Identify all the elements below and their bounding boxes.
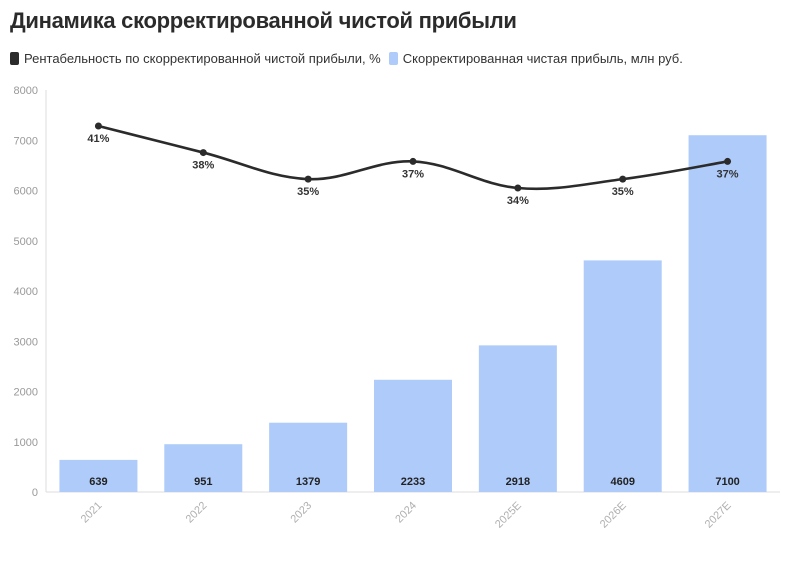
margin-point bbox=[409, 157, 417, 165]
margin-point bbox=[199, 149, 207, 157]
bar-value-label: 2918 bbox=[506, 476, 530, 488]
x-tick-label: 2025E bbox=[493, 500, 524, 531]
bar-value-label: 639 bbox=[89, 476, 107, 488]
margin-point-label: 35% bbox=[612, 186, 634, 198]
margin-point-label: 37% bbox=[402, 168, 424, 180]
y-tick-label: 5000 bbox=[14, 236, 38, 248]
margin-point bbox=[619, 175, 627, 183]
margin-point bbox=[94, 122, 102, 130]
y-tick-label: 0 bbox=[32, 487, 38, 499]
chart-title: Динамика скорректированной чистой прибыл… bbox=[10, 8, 517, 33]
bar-2024 bbox=[374, 379, 452, 492]
bar-value-label: 1379 bbox=[296, 476, 320, 488]
y-tick-label: 1000 bbox=[14, 437, 38, 449]
bar-2022 bbox=[164, 444, 243, 492]
bar-2026E bbox=[583, 260, 662, 492]
x-tick-label: 2022 bbox=[184, 500, 210, 526]
bar-value-label: 7100 bbox=[715, 476, 739, 488]
bar-2021 bbox=[59, 459, 138, 492]
bar-2025E bbox=[478, 345, 557, 492]
margin-point-label: 37% bbox=[717, 168, 739, 180]
y-tick-label: 8000 bbox=[14, 85, 38, 97]
bar-2027E bbox=[688, 135, 767, 492]
margin-point-label: 34% bbox=[507, 195, 529, 207]
margin-point-label: 41% bbox=[87, 133, 109, 145]
margin-point-label: 38% bbox=[192, 160, 214, 172]
y-tick-label: 3000 bbox=[14, 336, 38, 348]
legend-item-margin: Рентабельность по скорректированной чист… bbox=[10, 51, 381, 66]
margin-point bbox=[304, 175, 312, 183]
x-tick-label: 2026E bbox=[598, 500, 629, 531]
y-tick-label: 2000 bbox=[14, 387, 38, 399]
legend-swatch-profit bbox=[388, 52, 398, 65]
bar-2023 bbox=[269, 422, 348, 492]
x-tick-label: 2024 bbox=[393, 500, 419, 526]
margin-point bbox=[724, 157, 732, 165]
bar-value-label: 4609 bbox=[610, 476, 634, 488]
margin-point-label: 35% bbox=[297, 186, 319, 198]
y-tick-label: 6000 bbox=[14, 186, 38, 198]
margin-point bbox=[514, 184, 522, 192]
legend-label-margin: Рентабельность по скорректированной чист… bbox=[24, 51, 381, 66]
y-tick-label: 4000 bbox=[14, 286, 38, 298]
bar-value-label: 2233 bbox=[401, 476, 425, 488]
legend-item-profit: Скорректированная чистая прибыль, млн ру… bbox=[388, 51, 683, 66]
x-tick-label: 2021 bbox=[79, 500, 105, 526]
y-tick-label: 7000 bbox=[14, 135, 38, 147]
x-tick-label: 2027E bbox=[703, 500, 734, 531]
legend-swatch-margin bbox=[10, 52, 19, 65]
x-tick-label: 2023 bbox=[288, 500, 314, 526]
legend-label-profit: Скорректированная чистая прибыль, млн ру… bbox=[402, 51, 683, 66]
bar-value-label: 951 bbox=[194, 476, 212, 488]
legend: Рентабельность по скорректированной чист… bbox=[10, 51, 691, 66]
